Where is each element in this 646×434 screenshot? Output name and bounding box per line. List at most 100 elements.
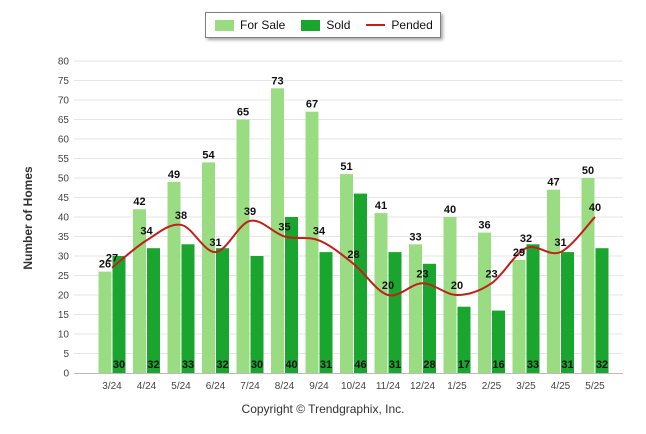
for-sale-bar bbox=[98, 271, 112, 373]
y-tick-label: 35 bbox=[58, 232, 70, 243]
sold-bar bbox=[147, 248, 160, 373]
y-tick-label: 40 bbox=[58, 213, 70, 224]
sold-value-label: 33 bbox=[182, 359, 194, 371]
for-sale-value-label: 36 bbox=[478, 220, 490, 232]
y-tick-label: 25 bbox=[58, 271, 70, 282]
for-sale-bar bbox=[409, 244, 422, 373]
sold-bar bbox=[319, 252, 333, 373]
x-tick-label: 3/25 bbox=[516, 381, 536, 392]
for-sale-value-label: 67 bbox=[306, 99, 318, 111]
pended-value-label: 34 bbox=[313, 225, 326, 237]
y-tick-label: 5 bbox=[63, 349, 69, 360]
chart-legend: For Sale Sold Pended bbox=[205, 12, 441, 38]
copyright-text: Copyright © Trendgraphix, Inc. bbox=[241, 402, 405, 416]
pended-value-label: 31 bbox=[209, 237, 221, 249]
for-sale-value-label: 65 bbox=[237, 107, 249, 119]
pended-value-label: 34 bbox=[140, 225, 153, 237]
sold-value-label: 31 bbox=[389, 359, 401, 371]
x-tick-label: 7/24 bbox=[240, 381, 260, 392]
for-sale-bar bbox=[236, 119, 250, 373]
sold-value-label: 17 bbox=[458, 359, 470, 371]
for-sale-value-label: 41 bbox=[375, 200, 387, 212]
sold-value-label: 46 bbox=[354, 359, 366, 371]
for-sale-value-label: 54 bbox=[202, 149, 215, 161]
legend-item-sold[interactable]: Sold bbox=[301, 18, 350, 32]
for-sale-value-label: 73 bbox=[271, 75, 283, 87]
for-sale-value-label: 51 bbox=[340, 161, 352, 173]
legend-label-sold: Sold bbox=[326, 18, 351, 32]
for-sale-bar bbox=[581, 178, 595, 373]
sold-value-label: 32 bbox=[216, 359, 228, 371]
y-axis-title: Number of Homes bbox=[21, 166, 35, 270]
for-sale-bar bbox=[202, 162, 215, 373]
for-sale-bar bbox=[443, 217, 457, 373]
y-tick-label: 55 bbox=[58, 154, 70, 165]
for-sale-bar bbox=[547, 189, 560, 373]
legend-label-for-sale: For Sale bbox=[240, 18, 286, 32]
sold-bar bbox=[285, 217, 298, 373]
pended-value-label: 28 bbox=[347, 249, 359, 261]
x-tick-label: 5/24 bbox=[171, 381, 191, 392]
sold-bar bbox=[354, 193, 367, 373]
for-sale-bar bbox=[305, 111, 319, 373]
for-sale-bar bbox=[478, 232, 491, 373]
y-axis-ticks: 0 5 10 15 20 25 30 35 40 45 50 55 60 65 70 75 80 bbox=[58, 57, 70, 380]
y-tick-label: 50 bbox=[58, 174, 70, 185]
pended-value-label: 20 bbox=[451, 280, 463, 292]
sold-value-label: 30 bbox=[113, 359, 125, 371]
for-sale-bar bbox=[167, 181, 181, 373]
for-sale-value-label: 49 bbox=[168, 169, 180, 181]
for-sale-swatch-icon bbox=[215, 19, 234, 31]
pended-value-label: 20 bbox=[382, 280, 394, 292]
x-axis-ticks: 3/24 4/24 5/24 6/24 7/24 8/24 9/24 10/24 11/24 12… bbox=[102, 381, 605, 392]
sold-swatch-icon bbox=[301, 19, 321, 31]
pended-line-layer bbox=[111, 216, 596, 297]
sold-bar bbox=[181, 244, 195, 373]
pended-value-label: 23 bbox=[416, 268, 428, 280]
y-tick-label: 10 bbox=[58, 330, 70, 341]
y-tick-label: 75 bbox=[58, 76, 70, 87]
pended-value-label: 40 bbox=[589, 202, 601, 214]
legend-item-pended[interactable]: Pended bbox=[366, 18, 433, 32]
x-tick-label: 4/25 bbox=[551, 381, 571, 392]
sold-value-label: 40 bbox=[285, 359, 297, 371]
sold-value-label: 28 bbox=[423, 359, 435, 371]
sold-value-label: 32 bbox=[147, 359, 159, 371]
x-tick-label: 11/24 bbox=[376, 381, 401, 392]
sold-value-label: 31 bbox=[320, 359, 332, 371]
x-tick-label: 6/24 bbox=[206, 381, 226, 392]
sold-bar bbox=[492, 310, 505, 373]
x-tick-label: 1/25 bbox=[447, 381, 467, 392]
x-tick-label: 8/24 bbox=[275, 381, 295, 392]
for-sale-bar bbox=[133, 209, 146, 373]
sold-bar bbox=[457, 306, 471, 373]
y-tick-label: 30 bbox=[58, 252, 70, 263]
pended-value-label: 32 bbox=[520, 233, 532, 245]
pended-line bbox=[111, 216, 596, 297]
pended-value-label: 31 bbox=[554, 237, 566, 249]
y-tick-label: 45 bbox=[58, 193, 70, 204]
for-sale-bar bbox=[374, 213, 388, 373]
for-sale-value-label: 42 bbox=[133, 196, 145, 208]
pended-value-label: 39 bbox=[244, 206, 256, 218]
sold-value-label: 33 bbox=[527, 359, 539, 371]
y-tick-label: 15 bbox=[58, 310, 70, 321]
x-tick-label: 2/25 bbox=[482, 381, 502, 392]
sold-bar bbox=[250, 256, 264, 373]
sold-bar bbox=[112, 256, 126, 373]
pended-value-label: 27 bbox=[106, 253, 118, 265]
x-tick-label: 10/24 bbox=[341, 381, 366, 392]
sold-bar bbox=[561, 252, 574, 373]
for-sale-value-label: 40 bbox=[444, 204, 456, 216]
data-labels: 26 42 49 54 65 73 67 51 41 33 40 36 29 47 50 30 32 33 32 30… bbox=[99, 75, 608, 371]
for-sale-bar bbox=[340, 174, 353, 373]
x-tick-label: 12/24 bbox=[410, 381, 435, 392]
legend-label-pended: Pended bbox=[391, 18, 433, 32]
bars bbox=[98, 88, 609, 374]
legend-item-for-sale[interactable]: For Sale bbox=[215, 18, 285, 32]
pended-value-label: 38 bbox=[175, 210, 187, 222]
sold-bar bbox=[595, 248, 609, 373]
y-tick-label: 20 bbox=[58, 291, 70, 302]
sold-value-label: 31 bbox=[561, 359, 573, 371]
